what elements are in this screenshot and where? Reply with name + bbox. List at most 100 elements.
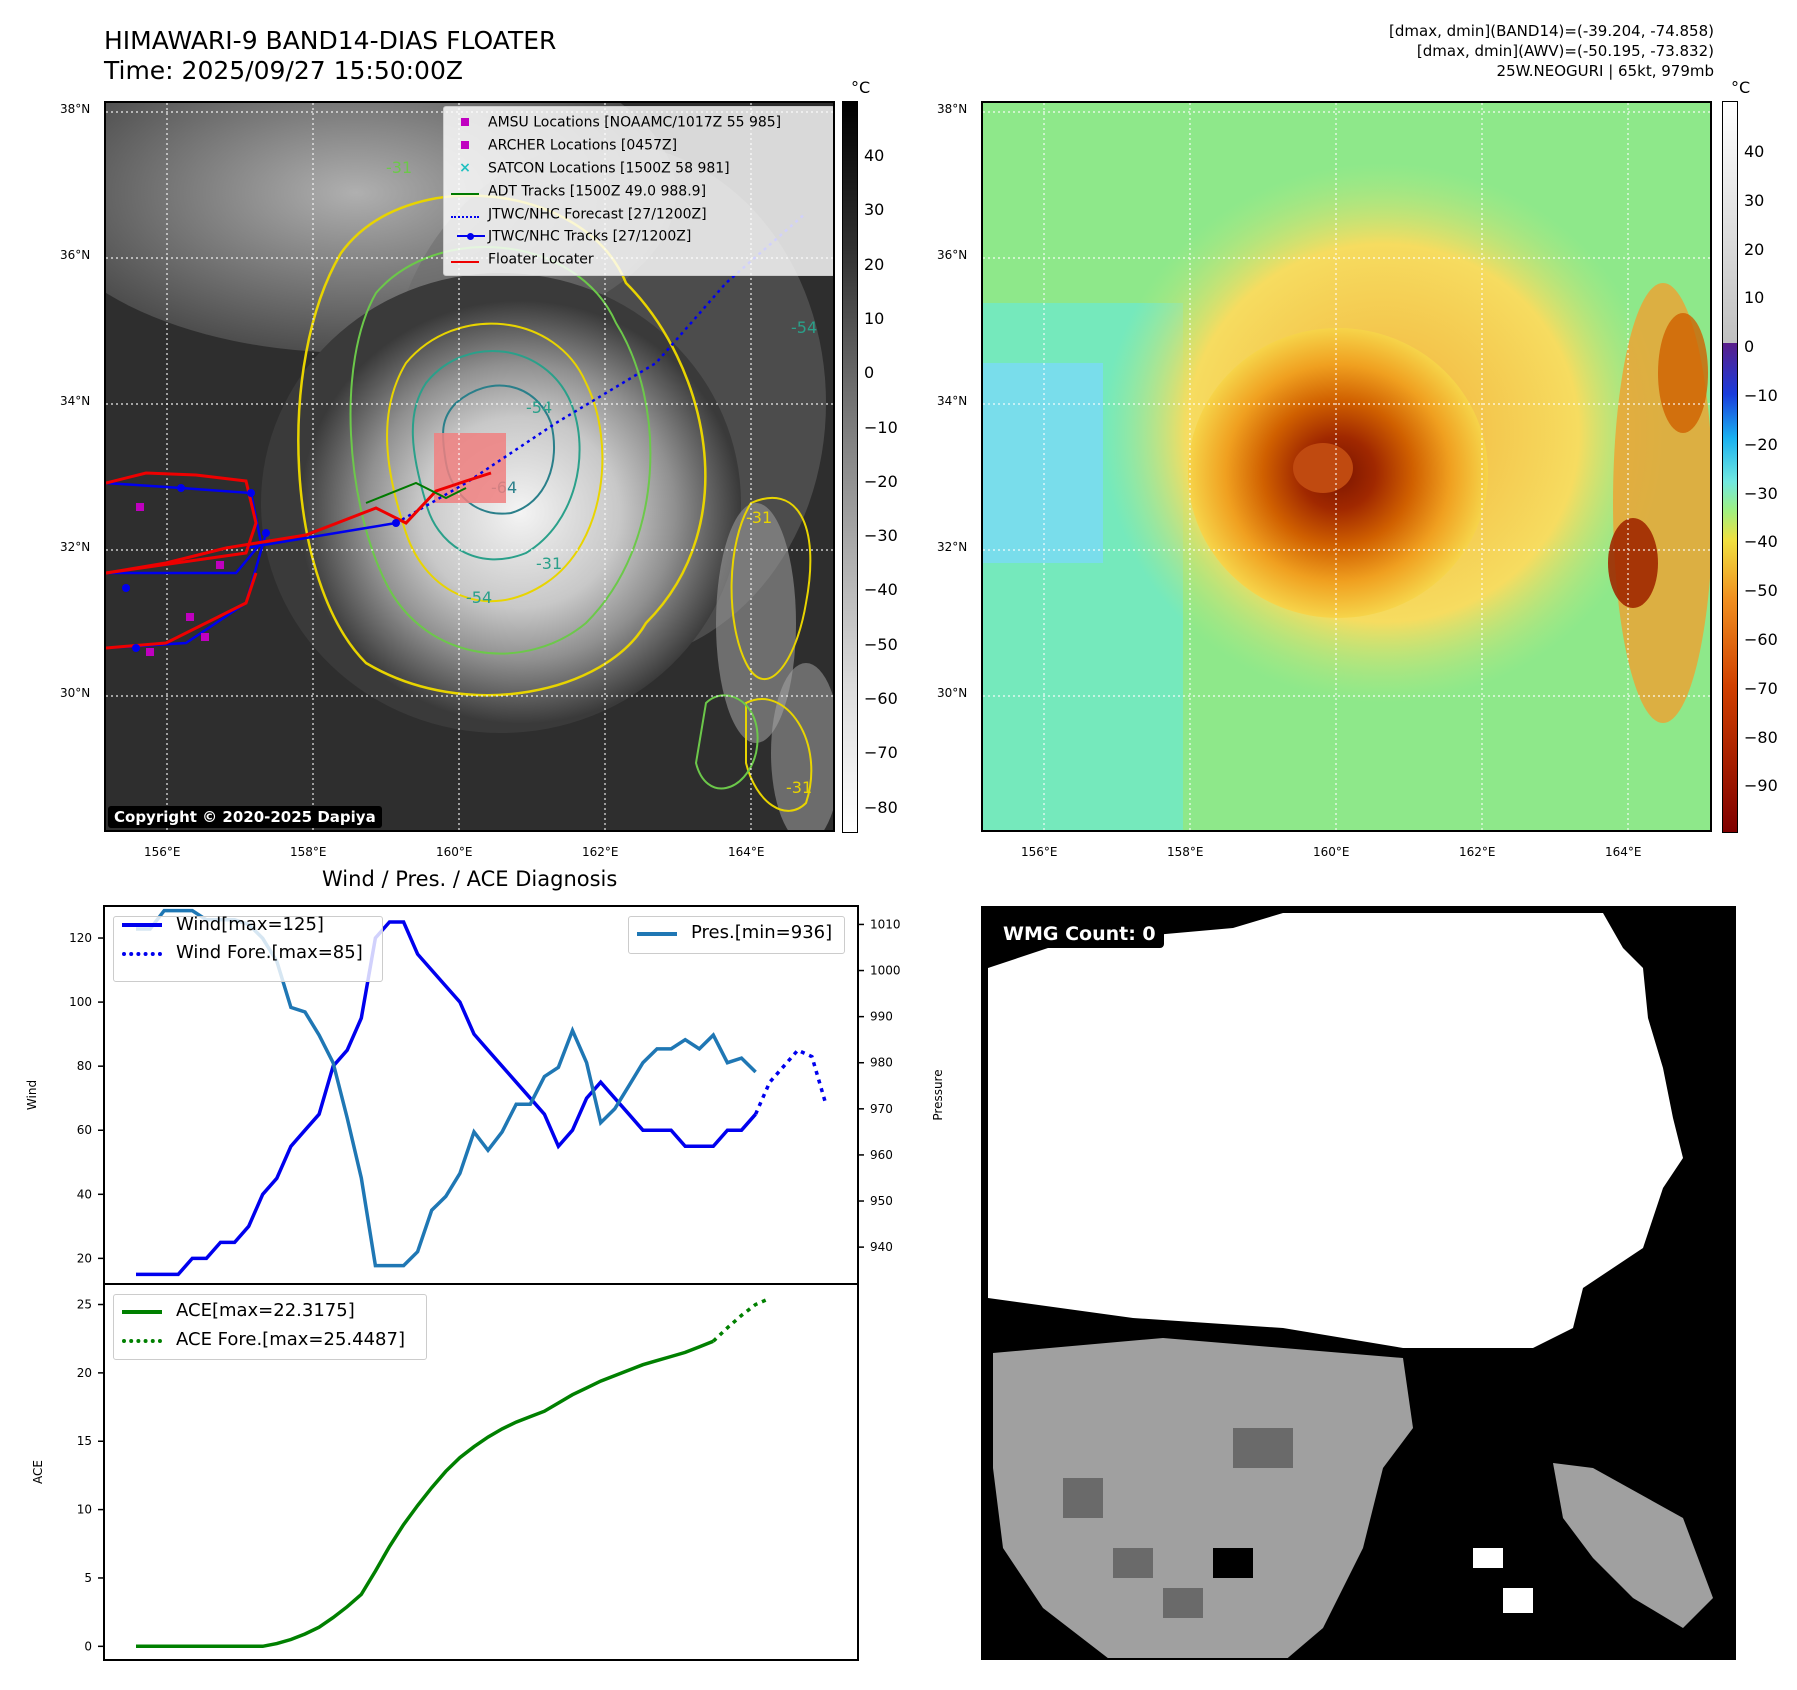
contour-yellow-inner — [386, 322, 604, 603]
contour-label: -31 — [786, 778, 812, 797]
ace-ytick-label: 0 — [84, 1639, 92, 1653]
storm-info: 25W.NEOGURI | 65kt, 979mb — [1496, 62, 1714, 80]
lon-tick-label: 158°E — [1167, 845, 1204, 859]
adt-track — [365, 481, 467, 504]
legend-label: ADT Tracks [1500Z 49.0 988.9] — [488, 182, 707, 199]
pressure-ytick-label: 970 — [870, 1102, 893, 1116]
pressure-ytick-label: 940 — [870, 1240, 893, 1254]
legend-entry: AMSU Locations [NOAAMC/1017Z 55 985] — [450, 111, 828, 134]
awv-colorbar — [1722, 101, 1738, 833]
figure-time: Time: 2025/09/27 15:50:00Z — [104, 56, 463, 85]
lat-tick-label: 34°N — [60, 394, 91, 408]
wmg-east-gray — [1553, 1463, 1713, 1628]
contour-east-yellow — [730, 497, 812, 680]
legend-entry: JTWC/NHC Forecast [27/1200Z] — [450, 203, 828, 226]
colorbar-tick-label: −70 — [864, 743, 898, 763]
colorbar-tick-label: 20 — [1744, 239, 1765, 259]
wind-legend-label: Wind[max=125] — [176, 914, 324, 935]
colorbar-tick-label: −20 — [1744, 434, 1778, 454]
wmg-panel[interactable]: WMG Count: 0 — [981, 906, 1736, 1660]
ace-legend-label: ACE[max=22.3175] — [176, 1300, 355, 1321]
colorbar-tick-label: 40 — [864, 146, 885, 165]
awv-satellite-map[interactable] — [981, 101, 1712, 832]
awv-eye-region — [1293, 443, 1353, 493]
pressure-ytick-label: 1000 — [870, 964, 901, 978]
wmg-dark-cell — [1113, 1548, 1153, 1578]
colorbar-tick-label: −40 — [1744, 532, 1778, 552]
floater-track-west — [106, 471, 258, 575]
ace-axis-label: ACE — [31, 1460, 45, 1484]
contour-label: -31 — [536, 554, 562, 573]
contour-label: -31 — [386, 158, 412, 177]
contour-label: -31 — [746, 508, 772, 527]
pressure-ytick-label: 960 — [870, 1148, 893, 1162]
wind-ytick-label: 40 — [77, 1187, 92, 1201]
lat-tick-label: 30°N — [937, 686, 968, 700]
ace-ytick-label: 10 — [77, 1503, 92, 1517]
colorbar-tick-label: −50 — [1744, 581, 1778, 601]
legend-swatch — [450, 111, 480, 134]
ir-map-legend: AMSU Locations [NOAAMC/1017Z 55 985] ARCH… — [443, 106, 833, 276]
wmg-white-patch — [1503, 1588, 1533, 1613]
contour-label: -54 — [791, 318, 817, 337]
ace-ytick-label: 20 — [77, 1366, 92, 1380]
legend-swatch — [450, 134, 480, 157]
colorbar-tick-label: 30 — [864, 200, 885, 220]
legend-label: AMSU Locations [NOAAMC/1017Z 55 985] — [488, 114, 782, 131]
colorbar-tick-label: 0 — [864, 363, 875, 383]
colorbar-tick-label: 0 — [1744, 337, 1755, 357]
ace-ytick-label: 25 — [77, 1298, 92, 1312]
wind-ytick-label: 20 — [77, 1251, 92, 1265]
wmg-black-hole — [1213, 1548, 1253, 1578]
lon-tick-label: 164°E — [1605, 845, 1642, 859]
lon-tick-label: 158°E — [290, 845, 327, 859]
contour-label: -54 — [526, 398, 552, 417]
pressure-legend: Pres.[min=936] — [628, 916, 845, 954]
legend-swatch — [450, 225, 485, 248]
colorbar-tick-label: 10 — [864, 308, 885, 328]
awv-range-info: [dmax, dmin](AWV)=(-50.195, -73.832) — [1416, 42, 1714, 60]
ir-east-band — [716, 503, 796, 743]
lat-tick-label: 36°N — [60, 248, 91, 262]
colorbar-tick-label: −40 — [864, 580, 898, 600]
band14-range-info: [dmax, dmin](BAND14)=(-39.204, -74.858) — [1389, 22, 1714, 40]
wind-legend-swatch — [122, 923, 162, 927]
ace-ytick-label: 5 — [84, 1571, 92, 1585]
ace-fore-legend-label: ACE Fore.[max=25.4487] — [176, 1329, 405, 1350]
colorbar-tick-label: −20 — [864, 471, 898, 491]
legend-swatch: × — [459, 159, 471, 176]
pressure-legend-label: Pres.[min=936] — [691, 922, 833, 943]
legend-entry: ADT Tracks [1500Z 49.0 988.9] — [450, 180, 828, 203]
wmg-dark-cell — [1233, 1428, 1293, 1468]
lat-tick-label: 32°N — [937, 540, 968, 554]
awv-gridlines — [983, 103, 1710, 830]
colorbar-tick-label: −80 — [864, 797, 898, 817]
colorbar-tick-label: −90 — [1744, 776, 1778, 796]
series-line-ace-forecast — [712, 1296, 771, 1343]
lat-tick-label: 34°N — [937, 394, 968, 408]
wmg-svg — [988, 913, 1713, 1658]
lat-tick-label: 38°N — [60, 102, 91, 116]
lon-tick-label: 162°E — [582, 845, 619, 859]
awv-ne-cell — [1658, 313, 1708, 433]
ir-colorbar-unit: °C — [851, 78, 871, 97]
legend-label: JTWC/NHC Tracks [27/1200Z] — [488, 228, 692, 245]
series-line-ace — [136, 1339, 714, 1649]
wmg-dark-cell — [1063, 1478, 1103, 1518]
ace-fore-legend-swatch — [122, 1339, 162, 1343]
legend-swatch — [450, 203, 480, 226]
colorbar-tick-label: −80 — [1744, 727, 1778, 747]
wind-ytick-label: 80 — [77, 1059, 92, 1073]
series-line-wind — [136, 920, 757, 1277]
ace-legend: ACE[max=22.3175] ACE Fore.[max=25.4487] — [113, 1294, 427, 1360]
wmg-white-patch — [1473, 1548, 1503, 1568]
ir-satellite-map[interactable]: -31 -54 -64 -31 -54 -31 -54 -31 — [104, 101, 835, 832]
legend-entry: Floater Locater — [450, 248, 828, 271]
wind-ytick-label: 60 — [77, 1123, 92, 1137]
wind-fore-legend-label: Wind Fore.[max=85] — [176, 942, 363, 963]
floater-locater-box — [434, 433, 506, 503]
wind-ytick-label: 100 — [69, 995, 92, 1009]
legend-entry: ARCHER Locations [0457Z] — [450, 134, 828, 157]
diagnosis-title: Wind / Pres. / ACE Diagnosis — [322, 867, 618, 891]
legend-swatch — [450, 248, 480, 271]
